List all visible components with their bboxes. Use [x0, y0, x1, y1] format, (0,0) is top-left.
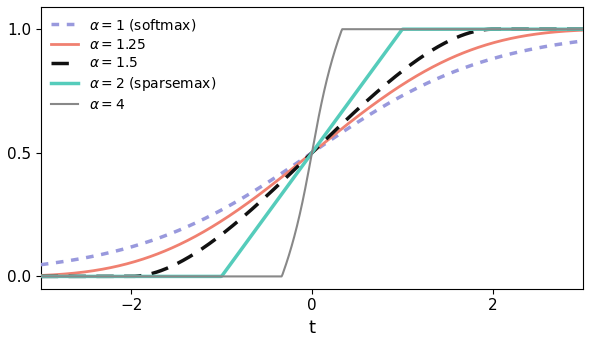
$\alpha = 1$ (softmax) [399, 93, 407, 97]
$\alpha = 4$ [37, 275, 44, 279]
X-axis label: t: t [309, 319, 316, 337]
$\alpha = 4$ [283, 262, 290, 266]
$\alpha = 1.5$ [176, 260, 183, 264]
$\alpha = 1.5$ [37, 275, 44, 279]
$\alpha = 1$ (softmax) [133, 243, 140, 247]
$\alpha = 1.5$ [357, 105, 364, 109]
$\alpha = 1.25$ [37, 273, 44, 278]
$\alpha = 1.25$ [176, 242, 183, 246]
$\alpha = 2$ (sparsemax) [579, 27, 586, 31]
$\alpha = 1$ (softmax) [176, 228, 183, 232]
$\alpha = 4$ [579, 27, 586, 31]
$\alpha = 1$ (softmax) [283, 168, 290, 172]
$\alpha = 2$ (sparsemax) [447, 27, 454, 31]
$\alpha = 1.25$ [445, 57, 453, 61]
$\alpha = 1$ (softmax) [445, 72, 453, 76]
$\alpha = 1.5$ [283, 175, 290, 180]
Line: $\alpha = 1.25$: $\alpha = 1.25$ [41, 30, 583, 276]
$\alpha = 1.25$ [399, 82, 407, 86]
$\alpha = 2$ (sparsemax) [400, 27, 407, 31]
$\alpha = 4$ [447, 27, 454, 31]
$\alpha = 2$ (sparsemax) [176, 275, 183, 279]
$\alpha = 1.25$ [579, 28, 586, 32]
Line: $\alpha = 4$: $\alpha = 4$ [41, 29, 583, 277]
$\alpha = 2$ (sparsemax) [133, 275, 140, 279]
$\alpha = 1.5$ [513, 27, 520, 31]
$\alpha = 2$ (sparsemax) [357, 85, 364, 89]
$\alpha = 4$ [339, 27, 346, 31]
$\alpha = 1$ (softmax) [37, 262, 44, 267]
$\alpha = 1.5$ [579, 27, 586, 31]
$\alpha = 1.5$ [399, 68, 407, 73]
Line: $\alpha = 2$ (sparsemax): $\alpha = 2$ (sparsemax) [41, 29, 583, 277]
$\alpha = 4$ [358, 27, 365, 31]
$\alpha = 4$ [176, 275, 183, 279]
$\alpha = 4$ [400, 27, 407, 31]
$\alpha = 1.25$ [357, 112, 364, 116]
$\alpha = 1.5$ [133, 274, 140, 278]
$\alpha = 4$ [133, 275, 140, 279]
$\alpha = 2$ (sparsemax) [399, 27, 407, 31]
$\alpha = 1.25$ [283, 172, 290, 176]
$\alpha = 1$ (softmax) [579, 39, 586, 43]
$\alpha = 1.25$ [133, 259, 140, 263]
$\alpha = 1$ (softmax) [357, 118, 364, 122]
$\alpha = 2$ (sparsemax) [283, 186, 290, 190]
Line: $\alpha = 1$ (softmax): $\alpha = 1$ (softmax) [41, 41, 583, 265]
$\alpha = 2$ (sparsemax) [37, 275, 44, 279]
$\alpha = 1.5$ [445, 39, 453, 43]
Line: $\alpha = 1.5$: $\alpha = 1.5$ [41, 29, 583, 277]
Legend: $\alpha = 1$ (softmax), $\alpha = 1.25$, $\alpha = 1.5$, $\alpha = 2$ (sparsemax: $\alpha = 1$ (softmax), $\alpha = 1.25$,… [45, 11, 222, 118]
